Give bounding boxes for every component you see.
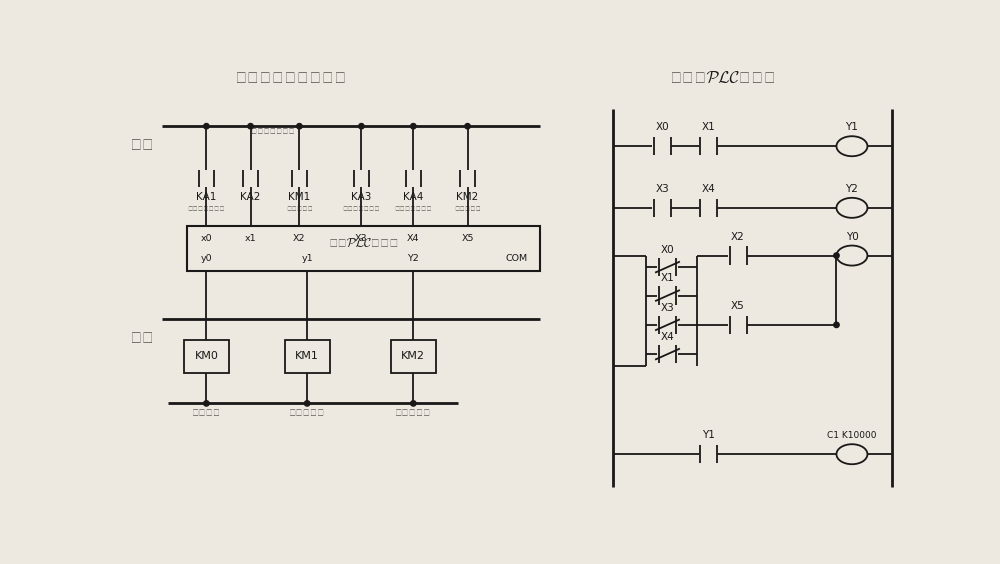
Text: C1 K10000: C1 K10000 (827, 431, 877, 440)
Circle shape (465, 124, 470, 129)
Text: 电源: 电源 (130, 137, 155, 166)
Text: x1: x1 (245, 234, 256, 243)
Circle shape (248, 124, 253, 129)
Bar (187, 226, 540, 271)
Text: 行车控制（部分图）: 行车控制（部分图） (235, 70, 348, 99)
Text: 工业PLC控制器: 工业PLC控制器 (328, 237, 399, 259)
Text: y1: y1 (301, 254, 313, 263)
Text: 总接触器: 总接触器 (192, 409, 221, 425)
Text: KM2: KM2 (401, 351, 425, 362)
Text: KA3: KA3 (351, 192, 372, 202)
Text: KA2: KA2 (240, 192, 261, 202)
Circle shape (297, 124, 302, 129)
Circle shape (411, 124, 416, 129)
Text: 下降键高速点位: 下降键高速点位 (394, 205, 432, 218)
Text: Y2: Y2 (846, 184, 858, 194)
Text: 下降接触器: 下降接触器 (454, 205, 481, 218)
Text: KM1: KM1 (288, 192, 310, 202)
Text: Y2: Y2 (407, 254, 419, 263)
Text: X4: X4 (661, 332, 674, 342)
Text: y0: y0 (201, 254, 212, 263)
Text: Y1: Y1 (846, 122, 858, 133)
Circle shape (411, 400, 416, 406)
Text: X5: X5 (731, 301, 745, 311)
Text: KM2: KM2 (456, 192, 479, 202)
Text: 上升键高速点位: 上升键高速点位 (251, 127, 294, 142)
Text: 相应的PLC控制图: 相应的PLC控制图 (670, 70, 777, 99)
Text: 下降接触器: 下降接触器 (395, 409, 431, 425)
Circle shape (834, 253, 839, 258)
Text: COM: COM (505, 254, 527, 263)
Text: KA1: KA1 (196, 192, 217, 202)
Text: X1: X1 (661, 274, 674, 283)
Circle shape (359, 124, 364, 129)
Bar (391, 340, 436, 373)
Text: X5: X5 (461, 234, 474, 243)
Text: KA4: KA4 (403, 192, 423, 202)
Text: X3: X3 (655, 184, 669, 194)
Text: X2: X2 (293, 234, 306, 243)
Text: Y0: Y0 (846, 232, 858, 242)
Text: KM1: KM1 (295, 351, 319, 362)
Text: 电源: 电源 (130, 329, 155, 359)
Circle shape (204, 124, 209, 129)
Bar (285, 340, 330, 373)
Circle shape (204, 400, 209, 406)
Circle shape (304, 400, 310, 406)
Text: X4: X4 (407, 234, 420, 243)
Text: X3: X3 (355, 234, 368, 243)
Circle shape (834, 322, 839, 328)
Text: 上升键低速点位: 上升键低速点位 (188, 205, 225, 218)
Text: X4: X4 (702, 184, 715, 194)
Text: Y1: Y1 (702, 430, 715, 440)
Text: x0: x0 (201, 234, 212, 243)
Text: X0: X0 (661, 245, 674, 255)
Text: 上升接触器: 上升接触器 (286, 205, 313, 218)
Text: X0: X0 (655, 122, 669, 133)
Text: 上升接触器: 上升接触器 (289, 409, 325, 425)
Text: X1: X1 (702, 122, 715, 133)
Text: KM0: KM0 (194, 351, 218, 362)
Text: X3: X3 (661, 302, 674, 312)
Text: X2: X2 (731, 232, 745, 242)
Bar (184, 340, 229, 373)
Text: 下降键低速点位: 下降键低速点位 (343, 205, 380, 218)
